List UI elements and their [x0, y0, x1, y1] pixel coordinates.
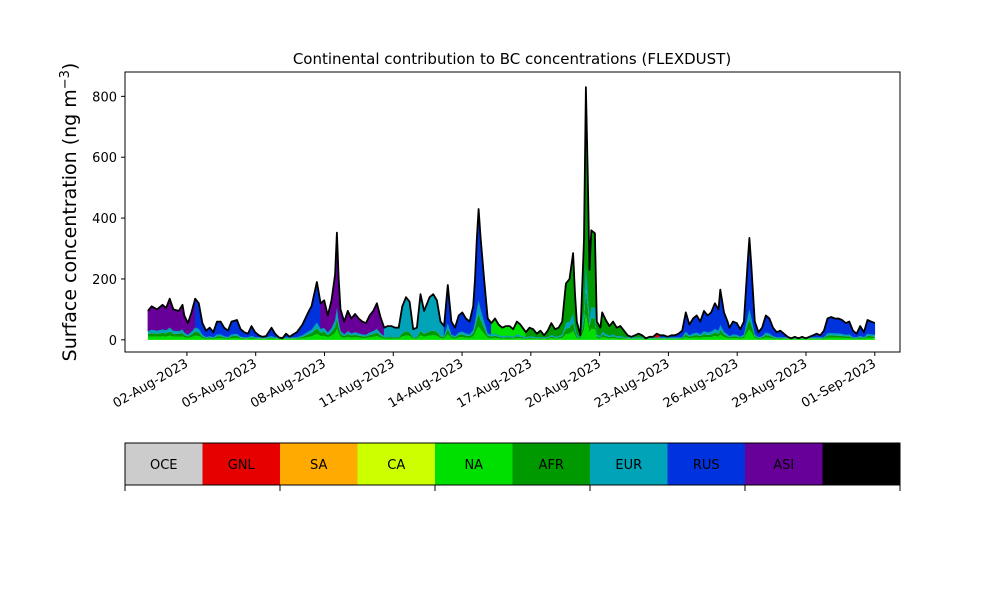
x-tick-label: 14-Aug-2023: [386, 356, 466, 411]
chart-title: Continental contribution to BC concentra…: [293, 50, 731, 68]
total-outline-group: [147, 86, 876, 340]
y-axis-label: Surface concentration (ng m−3): [58, 63, 82, 362]
y-axis-label-unit-exponent: −3: [58, 70, 73, 89]
area-segment-na: [505, 325, 510, 337]
area-segment-rus: [834, 318, 839, 334]
x-tick-label: 02-Aug-2023: [111, 356, 191, 411]
legend-label-sa: SA: [310, 458, 327, 473]
legend-colorbar: OCE GNL SA CA NA AFR EUR RUS ASI AUS: [124, 442, 901, 491]
area-segment-eur: [394, 327, 399, 337]
x-tick-label: 01-Sep-2023: [799, 356, 879, 411]
y-tick-label: 0: [109, 334, 117, 349]
x-tick-label: 08-Aug-2023: [248, 356, 328, 411]
area-segment-eur: [429, 293, 434, 328]
y-tick-label: 200: [92, 273, 117, 288]
y-tick-label: 400: [92, 212, 117, 227]
legend-swatch-asi: [745, 443, 823, 485]
legend-swatch-afr: [512, 443, 590, 485]
total-outline: [147, 86, 876, 340]
area-segment-rus: [838, 318, 843, 335]
x-tick-label: 20-Aug-2023: [523, 356, 603, 411]
legend-swatch-na: [435, 443, 513, 485]
area-segment-asi: [320, 299, 325, 330]
legend-label-rus: RUS: [693, 458, 720, 473]
x-tick-label: 23-Aug-2023: [592, 356, 672, 411]
legend-frame: [124, 442, 901, 486]
legend-label-ca: CA: [387, 458, 405, 473]
y-tick-label: 800: [92, 90, 117, 105]
legend-swatch-aus: [822, 443, 900, 485]
area-segment-asi: [162, 304, 167, 331]
area-segment-rus: [216, 321, 221, 335]
stacked-areas: [147, 87, 876, 340]
legend-swatch-ca: [357, 443, 435, 485]
legend-swatch-rus: [667, 443, 745, 485]
legend-label-gnl: GNL: [228, 458, 256, 473]
legend-label-eur: EUR: [615, 458, 642, 473]
plot-frame: [124, 71, 901, 353]
legend-label-oce: OCE: [150, 458, 178, 473]
legend-label-asi: ASI: [773, 458, 794, 473]
legend-label-afr: AFR: [539, 458, 564, 473]
legend-swatch-gnl: [202, 443, 280, 485]
y-tick-label: 600: [92, 151, 117, 166]
y-axis-ticks: 0 200 400 600 800: [92, 90, 125, 349]
x-tick-label: 05-Aug-2023: [179, 356, 259, 411]
legend-label-aus: AUS: [848, 458, 875, 473]
legend-label-na: NA: [464, 458, 483, 473]
x-axis-ticks: 02-Aug-202305-Aug-202308-Aug-202311-Aug-…: [111, 352, 879, 412]
legend-swatch-eur: [590, 443, 668, 485]
x-tick-label: 26-Aug-2023: [661, 356, 741, 411]
area-segment-asi: [151, 305, 158, 332]
area-segment-asi: [173, 308, 180, 332]
x-tick-label: 29-Aug-2023: [730, 356, 810, 411]
x-tick-label: 17-Aug-2023: [455, 356, 535, 411]
legend-swatch-sa: [280, 443, 358, 485]
area-segment-eur: [387, 325, 392, 337]
legend-swatch-oce: [125, 443, 203, 485]
x-tick-label: 11-Aug-2023: [317, 356, 397, 411]
area-segment-rus: [830, 316, 836, 334]
